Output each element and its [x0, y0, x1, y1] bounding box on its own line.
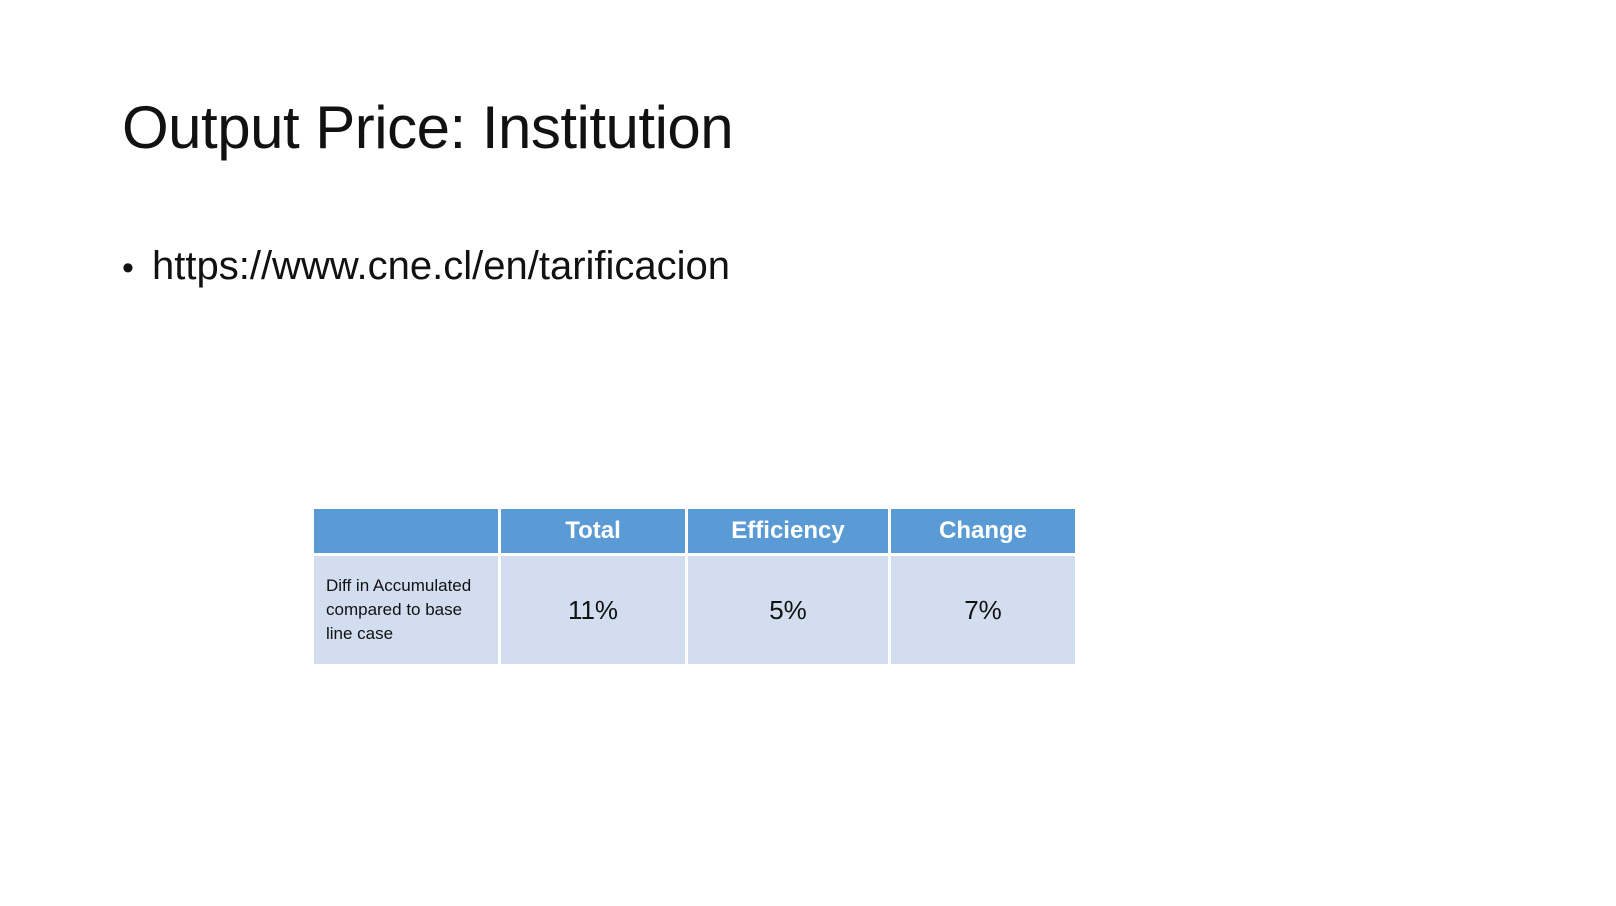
- column-header-efficiency: Efficiency: [688, 509, 888, 553]
- column-header-total: Total: [501, 509, 685, 553]
- efficiency-value-cell: 5%: [688, 556, 888, 664]
- row-label: Diff in Accumulated compared to base lin…: [314, 556, 498, 664]
- column-header-blank: [314, 509, 498, 553]
- bullet-item: • https://www.cne.cl/en/tarificacion: [122, 240, 730, 292]
- table-row: Diff in Accumulated compared to base lin…: [314, 556, 1075, 664]
- bullet-symbol: •: [122, 249, 134, 287]
- results-table: Total Efficiency Change Diff in Accumula…: [311, 506, 1078, 667]
- change-value-cell: 7%: [891, 556, 1075, 664]
- slide-title: Output Price: Institution: [122, 94, 734, 161]
- bullet-link-text[interactable]: https://www.cne.cl/en/tarificacion: [152, 244, 731, 288]
- bullet-list: • https://www.cne.cl/en/tarificacion: [122, 240, 730, 292]
- table-header-row: Total Efficiency Change: [314, 509, 1075, 553]
- total-value-cell: 11%: [501, 556, 685, 664]
- column-header-change: Change: [891, 509, 1075, 553]
